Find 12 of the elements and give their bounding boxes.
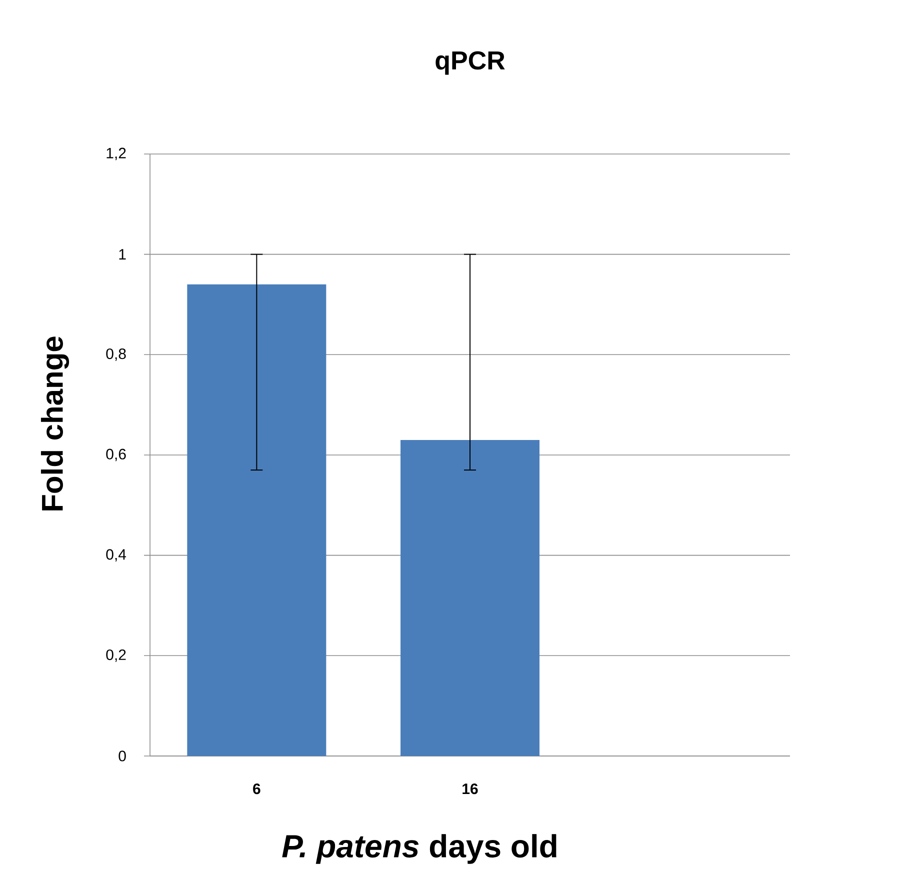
y-tick-label: 0,6 [106,448,126,462]
y-axis-title: Fold change [40,336,70,510]
y-tick-label: 0,4 [106,549,126,562]
y-tick-label: 1,2 [106,148,126,160]
x-tick-label: 6 [253,784,260,794]
y-tick-label: 0,2 [106,649,126,662]
y-tick-label: 1 [119,249,126,260]
x-axis-title: P. patens days old [282,834,556,864]
y-tick-label: 0 [118,750,126,762]
x-tick-label: 16 [462,784,478,794]
y-tick-label: 0,8 [106,348,126,361]
chart-title: qPCR [436,51,505,75]
